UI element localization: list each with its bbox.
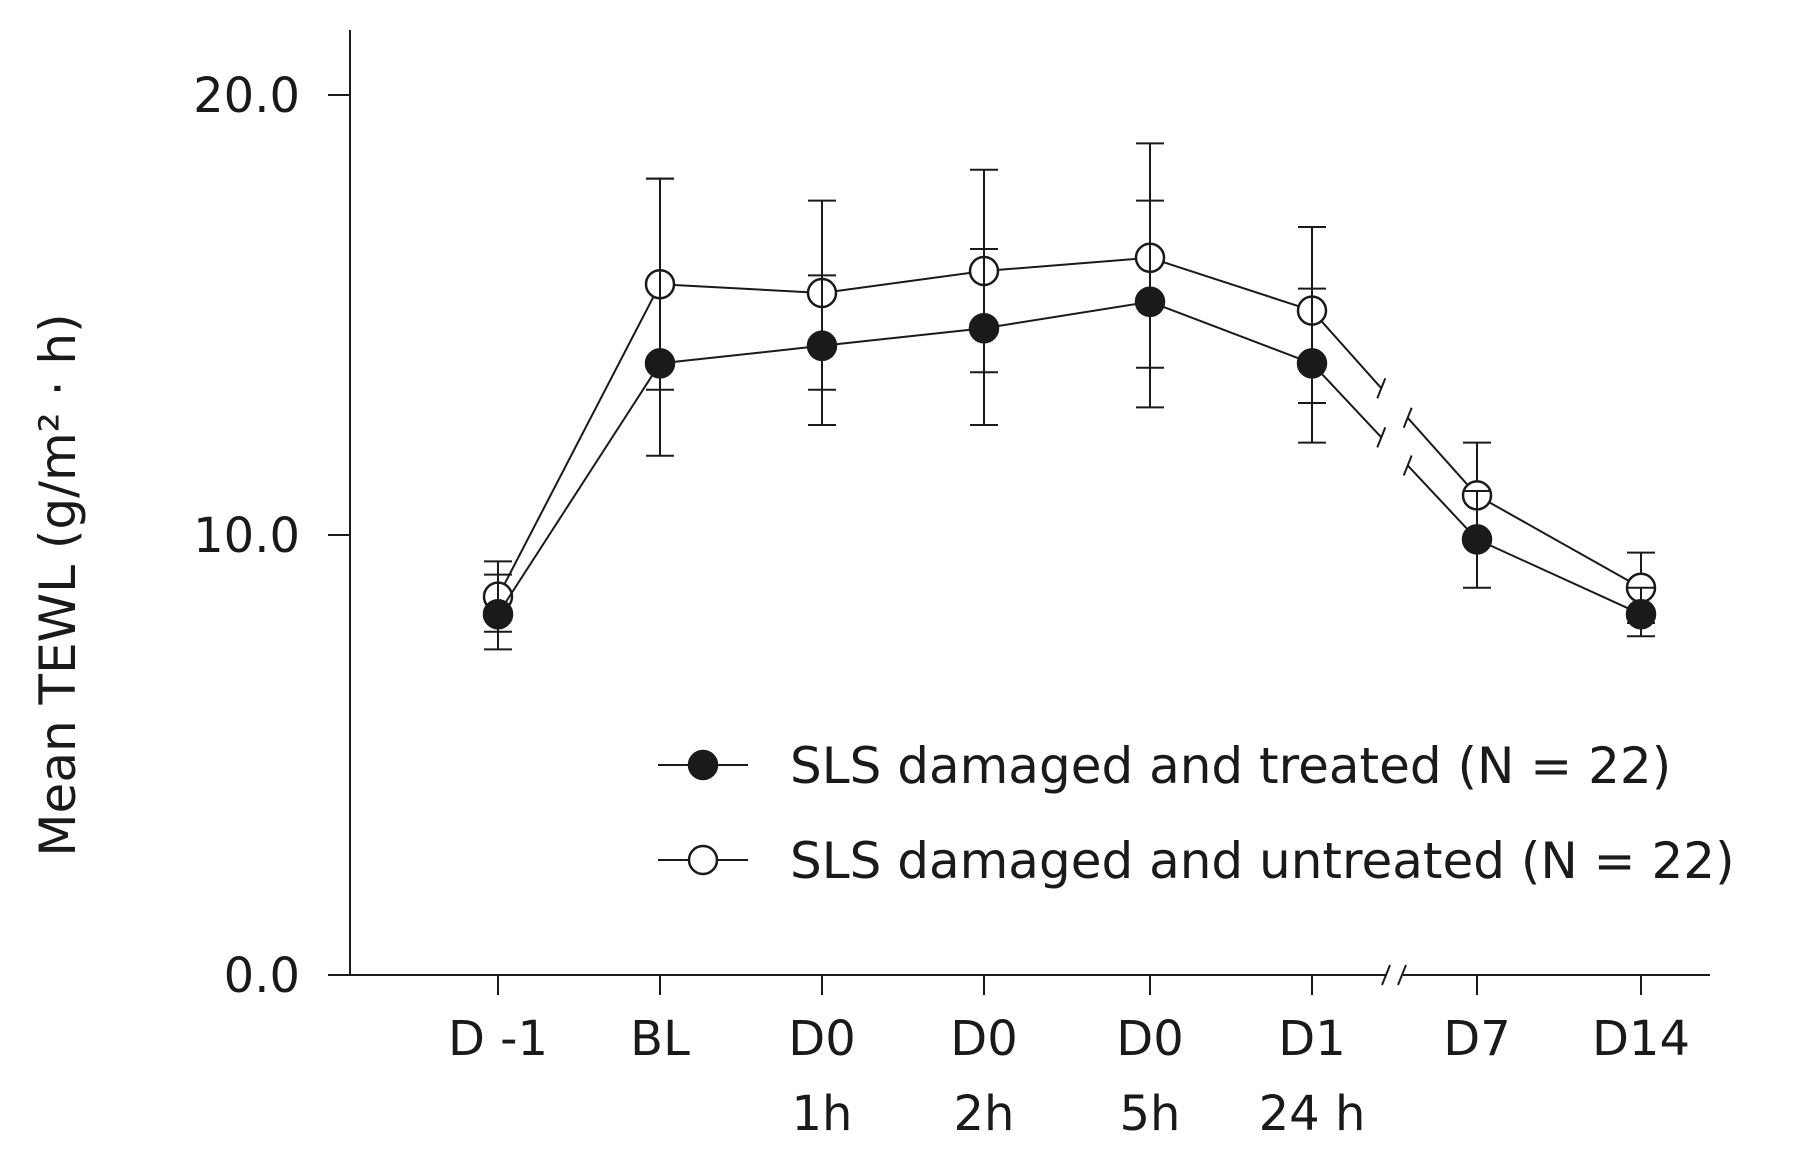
x-tick-label: BL: [630, 1011, 690, 1067]
series-line-segment: [1406, 417, 1478, 497]
series-break-mark: [1402, 407, 1413, 429]
legend-item: SLS damaged and treated (N = 22): [658, 737, 1671, 795]
series-line-segment: [1476, 538, 1642, 616]
legend-label: SLS damaged and untreated (N = 22): [790, 832, 1735, 890]
series-line-segment: [983, 256, 1151, 272]
x-tick-label: D1: [1278, 1011, 1346, 1067]
x-tick-label: D0: [788, 1011, 856, 1067]
x-tick-label-sub: 5h: [1120, 1086, 1181, 1142]
series-line-segment: [1149, 256, 1313, 312]
data-point-treated: [644, 348, 676, 379]
data-point-treated: [806, 330, 838, 362]
series-line-segment: [497, 283, 661, 598]
x-tick-label: D14: [1592, 1011, 1690, 1067]
series-line-segment: [1311, 309, 1383, 389]
y-axis-title: Mean TEWL (g/m² · h): [29, 313, 87, 856]
series-break-mark: [1376, 377, 1387, 399]
x-axis-ticks: D -1 BL D0 1h D0 2h D0 5h D1 24 h D7 D14: [448, 975, 1690, 1142]
series-line-segment: [1476, 494, 1642, 589]
x-tick-label-sub: 1h: [792, 1086, 853, 1142]
data-point-treated: [1296, 348, 1328, 379]
data-point-treated: [1134, 286, 1166, 318]
x-tick-label: D0: [1116, 1011, 1184, 1067]
series-line-segment: [983, 300, 1151, 330]
legend-marker-filled: [687, 749, 719, 781]
series-line-segment: [1149, 300, 1313, 365]
x-axis-break-mark: [1397, 964, 1407, 986]
legend: SLS damaged and treated (N = 22) SLS dama…: [658, 737, 1735, 890]
x-tick-label: D0: [950, 1011, 1018, 1067]
series-line-segment: [659, 283, 823, 294]
series-line-segment: [821, 270, 985, 294]
data-point-treated: [1461, 524, 1493, 555]
x-axis-break-mark: [1381, 964, 1391, 986]
legend-marker-open: [687, 844, 719, 876]
y-axis-ticks: 0.0 10.0 20.0: [193, 68, 350, 1004]
series-line-segment: [659, 344, 823, 365]
plot-area: [482, 142, 1657, 651]
axes: [330, 30, 1710, 986]
series-line-segment: [821, 327, 985, 347]
legend-item: SLS damaged and untreated (N = 22): [658, 832, 1735, 890]
data-point-treated: [482, 598, 514, 630]
y-tick-label: 10.0: [193, 508, 300, 564]
x-tick-label-sub: 2h: [954, 1086, 1015, 1142]
x-tick-label: D -1: [448, 1011, 548, 1067]
series-line-segment: [1406, 464, 1478, 541]
series-break-mark: [1402, 455, 1413, 476]
legend-label: SLS damaged and treated (N = 22): [790, 737, 1671, 795]
series-line-segment: [1311, 362, 1383, 439]
x-tick-label-sub: 24 h: [1259, 1086, 1366, 1142]
y-tick-label: 0.0: [224, 948, 300, 1004]
series-break-mark: [1376, 426, 1387, 448]
series-treated: [482, 177, 1657, 651]
y-tick-label: 20.0: [193, 68, 300, 124]
data-point-treated: [1625, 598, 1657, 630]
x-tick-label: D7: [1443, 1011, 1511, 1067]
series-line-segment: [497, 362, 661, 615]
data-point-treated: [968, 312, 1000, 344]
